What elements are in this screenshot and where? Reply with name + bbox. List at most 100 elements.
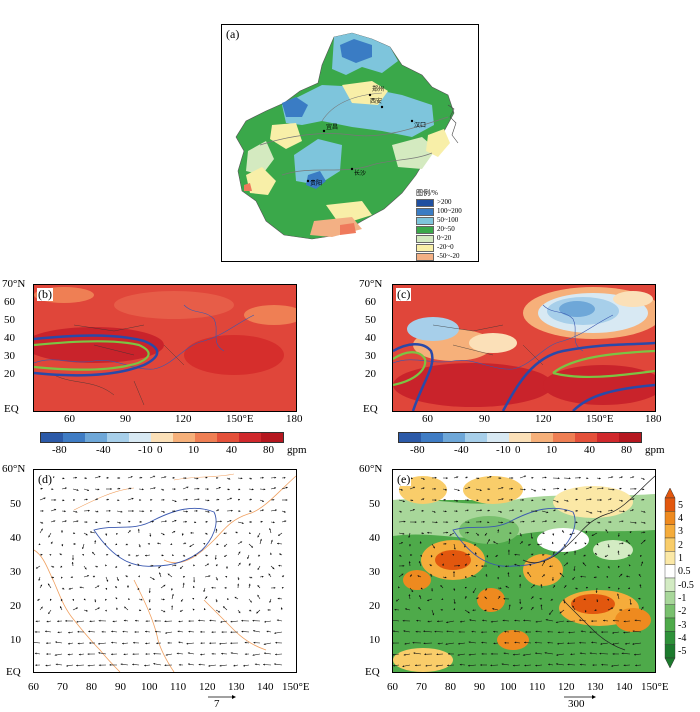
wind-vector-head xyxy=(95,521,98,524)
wind-vector-head xyxy=(82,547,84,549)
y-tick: EQ xyxy=(365,666,380,678)
cbar-tick: -40 xyxy=(96,444,111,456)
wind-vector-head xyxy=(435,521,438,524)
wind-vector-head xyxy=(573,569,576,571)
wind-vector-head xyxy=(54,499,57,501)
wind-vector-head xyxy=(105,609,107,612)
wind-vector-head xyxy=(468,553,470,556)
wind-vector-head xyxy=(76,520,79,523)
wind-vector-head xyxy=(219,664,222,667)
wind-vector-head xyxy=(87,664,90,667)
wind-vector-head xyxy=(238,611,241,614)
colorbar-swatch xyxy=(664,537,676,552)
wind-vector-head xyxy=(553,585,555,588)
cbar-tick: -0.5 xyxy=(678,579,694,591)
wind-vector-head xyxy=(244,641,247,644)
wind-vector-head xyxy=(420,587,423,590)
wind-vector-head xyxy=(583,598,586,601)
wind-vector-head xyxy=(145,653,148,655)
wind-vector-head xyxy=(634,487,637,490)
legend-item: -20~0 xyxy=(416,243,476,252)
x-tick: 100 xyxy=(141,681,158,693)
wind-vector-head xyxy=(632,643,635,645)
wind-vector-head xyxy=(206,520,208,523)
wind-vector-head xyxy=(511,477,514,479)
y-tick: 30 xyxy=(10,566,21,578)
wind-vector-head xyxy=(142,510,145,513)
wind-vector-head xyxy=(403,520,406,523)
wind-vector-head xyxy=(440,585,443,587)
wind-vector-head xyxy=(162,533,165,536)
wind-vector-head xyxy=(171,594,174,596)
colorbar-swatch xyxy=(151,433,173,442)
wind-vector-head xyxy=(467,499,469,502)
wind-vector-head xyxy=(497,529,500,532)
wind-vector-head xyxy=(158,566,161,569)
y-tick: 60°N xyxy=(359,463,383,475)
wind-vector-head xyxy=(437,620,439,623)
wind-vector-head xyxy=(547,630,550,633)
wind-vector-head xyxy=(401,573,404,576)
wind-vector-head xyxy=(218,486,221,489)
wind-vector-head xyxy=(79,586,82,589)
wind-vector-head xyxy=(35,620,38,623)
wind-vector-head xyxy=(124,606,127,609)
wind-vector-head xyxy=(207,510,210,513)
wind-vector-head xyxy=(215,564,218,567)
legend-item: 0~20 xyxy=(416,234,476,243)
wind-vector-head xyxy=(251,488,254,491)
wind-vector-head xyxy=(78,653,81,656)
wind-vector-head xyxy=(274,487,276,490)
wind-vector-head xyxy=(620,609,623,611)
wind-vector-head xyxy=(92,552,94,554)
wind-vector-head xyxy=(254,663,257,666)
panel-e-map: (e) xyxy=(392,469,656,673)
wind-vector-head xyxy=(170,588,173,591)
wind-vector-head xyxy=(436,653,439,656)
wind-vector-head xyxy=(567,663,570,666)
wind-vector-head xyxy=(612,619,615,622)
wind-vector-head xyxy=(490,652,493,655)
wind-vector-head xyxy=(219,642,221,645)
panel-c-map: (c) xyxy=(392,284,656,412)
wind-vector-head xyxy=(464,563,467,566)
wind-vector-head xyxy=(444,510,447,513)
wind-vector-head xyxy=(279,553,282,556)
wind-vector-head xyxy=(224,544,226,547)
wind-vector-head xyxy=(186,486,189,489)
x-tick: 80 xyxy=(86,681,97,693)
wind-vector-head xyxy=(196,477,199,480)
wind-vector-head xyxy=(468,664,470,667)
y-tick: 10 xyxy=(369,634,380,646)
wind-vector-head xyxy=(579,663,582,666)
x-tick: 100 xyxy=(500,681,517,693)
wind-vector-head xyxy=(466,509,469,512)
wind-vector-head xyxy=(412,509,415,511)
wind-vector-head xyxy=(162,498,165,501)
wind-vector-head xyxy=(274,476,277,479)
colorbar-swatch xyxy=(619,433,641,442)
wind-vector-head xyxy=(477,533,479,536)
wind-vector-head xyxy=(482,619,484,622)
wind-vector-head xyxy=(489,476,492,478)
wind-vector-head xyxy=(522,499,524,501)
wind-vector-head xyxy=(593,576,596,579)
colorbar-swatch xyxy=(217,433,239,442)
wind-vector-head xyxy=(623,631,625,634)
wind-vector-head xyxy=(565,509,568,512)
wind-vector-head xyxy=(48,535,51,538)
y-tick: 50 xyxy=(365,314,376,326)
border-lines xyxy=(73,324,185,366)
wind-vector-head xyxy=(404,642,407,645)
wind-vector-head xyxy=(410,574,412,577)
legend-label: -50~-20 xyxy=(437,252,460,260)
wind-vector-head xyxy=(552,533,555,536)
wind-vector-head xyxy=(467,611,470,614)
wind-vector-head xyxy=(508,604,511,607)
wind-vector-head xyxy=(423,630,425,633)
wind-vector-head xyxy=(209,619,212,622)
wind-vector-head xyxy=(413,652,416,655)
wind-vector-head xyxy=(122,642,124,645)
wind-vector-head xyxy=(456,520,458,523)
wind-vector-head xyxy=(55,641,57,644)
